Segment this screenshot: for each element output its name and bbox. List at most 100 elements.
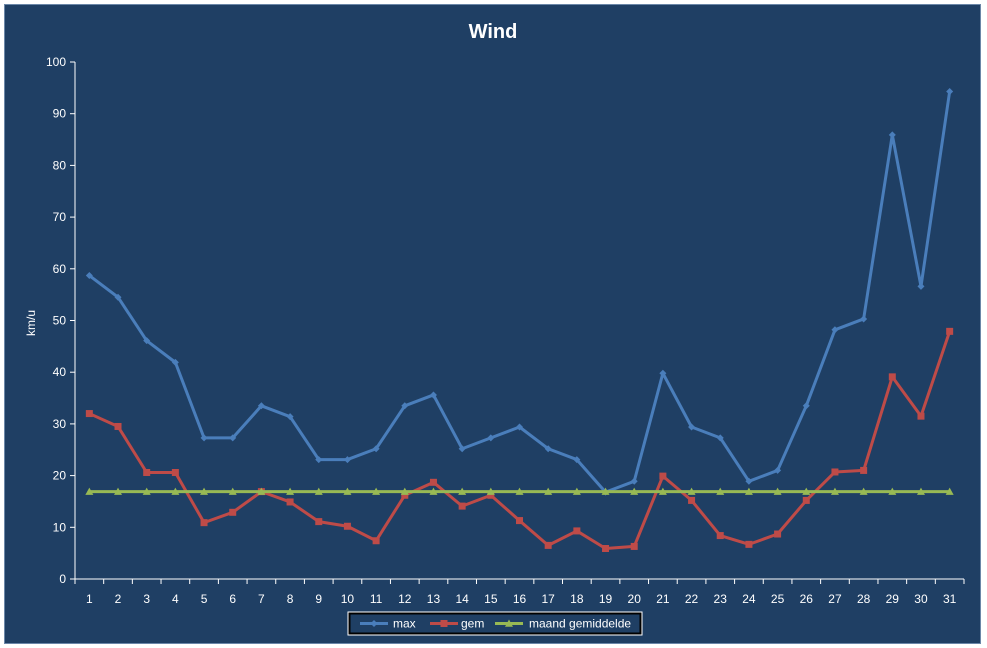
x-tick-label: 12 bbox=[398, 592, 412, 606]
data-point-max bbox=[372, 445, 380, 453]
y-tick-label: 0 bbox=[59, 572, 66, 586]
x-tick-label: 24 bbox=[742, 592, 756, 606]
x-tick-label: 9 bbox=[315, 592, 322, 606]
data-point-maand-gemiddelde bbox=[744, 487, 753, 495]
legend-marker-max bbox=[370, 620, 378, 627]
data-point-gem bbox=[85, 410, 93, 418]
chart-area: Wind km/u 0 10 20 30 40 50 60 70 80 90 100 1 2 3 4 5 6 7 8… bbox=[4, 4, 981, 644]
data-point-max bbox=[573, 456, 581, 464]
x-tick-label: 22 bbox=[685, 592, 699, 606]
data-point-maand-gemiddelde bbox=[630, 487, 639, 495]
y-tick-label: 20 bbox=[53, 469, 67, 483]
legend-border bbox=[348, 612, 642, 635]
data-point-gem bbox=[802, 496, 810, 504]
data-point-maand-gemiddelde bbox=[314, 487, 323, 495]
data-point-maand-gemiddelde bbox=[257, 487, 266, 495]
data-point-maand-gemiddelde bbox=[830, 487, 839, 495]
data-point-gem bbox=[688, 496, 696, 504]
data-point-max bbox=[917, 282, 925, 290]
x-tick-label: 16 bbox=[513, 592, 527, 606]
legend: max gem maand gemiddelde bbox=[347, 611, 643, 636]
data-point-gem bbox=[143, 468, 151, 476]
x-tick-label: 5 bbox=[201, 592, 208, 606]
x-tick-label: 2 bbox=[115, 592, 122, 606]
chart-title: Wind bbox=[469, 21, 518, 43]
data-point-maand-gemiddelde bbox=[515, 487, 524, 495]
data-point-gem bbox=[745, 540, 753, 548]
y-tick-label: 80 bbox=[53, 158, 67, 172]
data-point-gem bbox=[573, 527, 581, 535]
data-point-maand-gemiddelde bbox=[114, 487, 123, 495]
data-point-maand-gemiddelde bbox=[658, 487, 667, 495]
legend-label-max: max bbox=[393, 617, 416, 631]
data-point-maand-gemiddelde bbox=[85, 487, 94, 495]
data-point-max bbox=[802, 402, 810, 410]
x-tick-label: 23 bbox=[714, 592, 728, 606]
data-point-max bbox=[688, 423, 696, 431]
data-point-max bbox=[946, 87, 954, 95]
data-point-gem bbox=[286, 498, 294, 506]
y-tick-label: 70 bbox=[53, 210, 67, 224]
data-point-maand-gemiddelde bbox=[716, 487, 725, 495]
data-point-max bbox=[286, 413, 294, 421]
data-point-max bbox=[200, 434, 208, 442]
x-tick-label: 7 bbox=[258, 592, 265, 606]
y-tick-label: 50 bbox=[53, 314, 67, 328]
data-point-gem bbox=[917, 412, 925, 420]
x-tick-label: 4 bbox=[172, 592, 179, 606]
data-point-maand-gemiddelde bbox=[859, 487, 868, 495]
data-point-maand-gemiddelde bbox=[486, 487, 495, 495]
data-point-gem bbox=[315, 518, 323, 526]
x-tick-label: 15 bbox=[484, 592, 498, 606]
x-tick-label: 26 bbox=[800, 592, 814, 606]
data-point-maand-gemiddelde bbox=[429, 487, 438, 495]
data-point-gem bbox=[401, 491, 409, 499]
data-point-gem bbox=[429, 478, 437, 486]
data-point-max bbox=[315, 456, 323, 464]
data-point-max bbox=[143, 337, 151, 345]
x-tick-label: 6 bbox=[229, 592, 236, 606]
legend-marker-gem bbox=[440, 620, 448, 627]
data-point-max bbox=[745, 477, 753, 485]
legend-marker-maand-gemiddelde bbox=[505, 619, 513, 627]
y-tick-label: 30 bbox=[53, 417, 67, 431]
x-tick-label: 11 bbox=[370, 592, 383, 606]
data-point-maand-gemiddelde bbox=[544, 487, 553, 495]
y-tick-label: 100 bbox=[46, 55, 66, 69]
data-point-max bbox=[659, 369, 667, 377]
data-point-max bbox=[774, 466, 782, 474]
data-point-gem bbox=[343, 522, 351, 530]
x-tick-label: 10 bbox=[341, 592, 355, 606]
data-point-max bbox=[544, 445, 552, 453]
data-point-max bbox=[343, 456, 351, 464]
data-point-maand-gemiddelde bbox=[773, 487, 782, 495]
data-point-maand-gemiddelde bbox=[601, 487, 610, 495]
data-point-gem bbox=[200, 519, 208, 527]
data-point-gem bbox=[602, 544, 610, 552]
data-point-max bbox=[458, 445, 466, 453]
data-point-max bbox=[171, 358, 179, 366]
data-point-max bbox=[401, 402, 409, 410]
x-tick-label: 28 bbox=[857, 592, 871, 606]
data-point-max bbox=[114, 293, 122, 301]
data-point-gem bbox=[114, 422, 122, 430]
data-point-gem bbox=[716, 532, 724, 540]
x-tick-label: 25 bbox=[771, 592, 785, 606]
data-point-gem bbox=[487, 491, 495, 499]
y-tick-label: 10 bbox=[53, 520, 67, 534]
data-point-max bbox=[716, 434, 724, 442]
x-tick-label: 31 bbox=[943, 592, 957, 606]
data-point-maand-gemiddelde bbox=[286, 487, 295, 495]
x-tick-label: 27 bbox=[828, 592, 842, 606]
legend-label-gem: gem bbox=[461, 617, 484, 631]
data-point-max bbox=[85, 272, 93, 280]
x-tick-label: 18 bbox=[570, 592, 584, 606]
y-tick-label: 60 bbox=[53, 262, 67, 276]
data-point-maand-gemiddelde bbox=[400, 487, 409, 495]
x-tick-label: 19 bbox=[599, 592, 613, 606]
x-tick-label: 17 bbox=[541, 592, 555, 606]
x-tick-label: 29 bbox=[886, 592, 900, 606]
y-tick-label: 90 bbox=[53, 107, 67, 121]
